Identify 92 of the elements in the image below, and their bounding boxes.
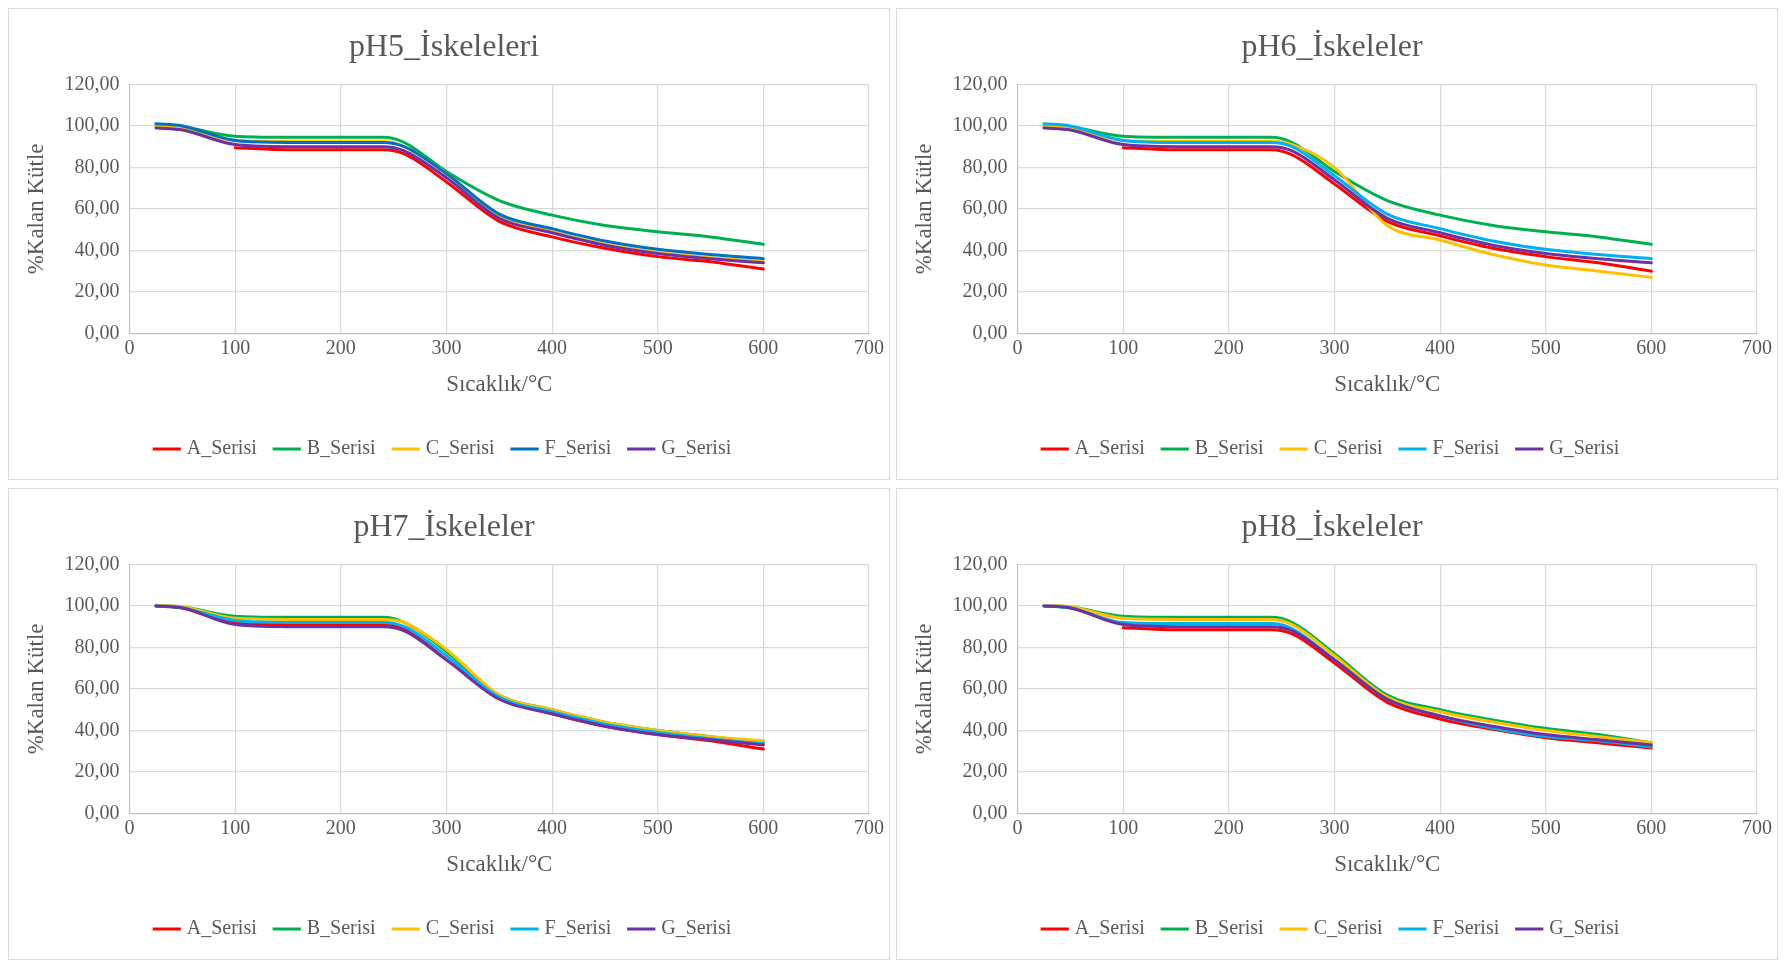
x-tick-label: 600 (1636, 815, 1667, 838)
x-axis-title: Sıcaklık/°C (446, 371, 553, 397)
x-tick-label: 500 (1530, 335, 1561, 358)
legend-label: F_Serisi (544, 916, 612, 939)
x-tick-label: 300 (431, 815, 462, 838)
y-tick-label: 20,00 (74, 759, 120, 782)
legend-label: G_Serisi (661, 436, 732, 459)
y-tick-label: 120,00 (952, 551, 1008, 574)
x-tick-label: 200 (325, 335, 356, 358)
x-tick-label: 200 (325, 815, 356, 838)
x-tick-label: 500 (642, 335, 673, 358)
x-tick-label: 700 (1742, 335, 1772, 358)
x-tick-label: 700 (1742, 815, 1772, 838)
chart-title: pH8_İskeleler (1241, 506, 1423, 543)
y-tick-label: 120,00 (64, 551, 120, 574)
y-tick-label: 80,00 (74, 154, 120, 177)
legend-label: C_Serisi (425, 916, 495, 939)
y-tick-label: 0,00 (84, 800, 120, 823)
y-tick-label: 0,00 (972, 800, 1008, 823)
y-tick-label: 100,00 (64, 113, 120, 136)
legend-label: F_Serisi (1432, 436, 1500, 459)
legend-label: G_Serisi (1549, 436, 1620, 459)
x-axis-title: Sıcaklık/°C (446, 851, 553, 877)
y-tick-label: 40,00 (74, 717, 120, 740)
legend-label: B_Serisi (306, 436, 377, 459)
legend-label: A_Serisi (186, 436, 258, 459)
y-tick-label: 120,00 (952, 71, 1008, 94)
chart-title: pH6_İskeleler (1241, 26, 1423, 63)
y-tick-label: 20,00 (74, 279, 120, 302)
y-tick-label: 80,00 (962, 154, 1008, 177)
legend-label: F_Serisi (544, 436, 612, 459)
x-tick-label: 0 (1012, 815, 1023, 838)
legend-label: C_Serisi (1313, 916, 1383, 939)
y-tick-label: 60,00 (74, 676, 120, 699)
y-tick-label: 120,00 (64, 71, 120, 94)
x-tick-label: 600 (748, 815, 779, 838)
legend-label: C_Serisi (425, 436, 495, 459)
y-tick-label: 60,00 (962, 196, 1008, 219)
y-tick-label: 40,00 (962, 717, 1008, 740)
legend-label: B_Serisi (1194, 436, 1265, 459)
y-tick-label: 0,00 (972, 320, 1008, 343)
chart-title: pH5_İskeleleri (348, 26, 540, 63)
x-tick-label: 400 (1425, 815, 1456, 838)
legend-label: A_Serisi (1074, 916, 1146, 939)
x-tick-label: 200 (1213, 335, 1244, 358)
x-tick-label: 400 (537, 335, 568, 358)
y-tick-label: 60,00 (962, 676, 1008, 699)
x-tick-label: 500 (642, 815, 673, 838)
x-tick-label: 0 (124, 815, 135, 838)
x-tick-label: 300 (1319, 815, 1350, 838)
x-tick-label: 0 (124, 335, 135, 358)
x-tick-label: 100 (1108, 335, 1139, 358)
x-tick-label: 600 (748, 335, 779, 358)
y-tick-label: 100,00 (952, 593, 1008, 616)
legend-label: B_Serisi (306, 916, 377, 939)
y-tick-label: 80,00 (74, 634, 120, 657)
chart-title: pH7_İskeleler (353, 506, 535, 543)
legend-label: G_Serisi (661, 916, 732, 939)
y-tick-label: 0,00 (84, 320, 120, 343)
y-tick-label: 100,00 (952, 113, 1008, 136)
y-tick-label: 80,00 (962, 634, 1008, 657)
x-tick-label: 0 (1012, 335, 1023, 358)
x-tick-label: 400 (1425, 335, 1456, 358)
y-tick-label: 60,00 (74, 196, 120, 219)
y-axis-title: %Kalan Kütle (910, 143, 936, 275)
x-tick-label: 500 (1530, 815, 1561, 838)
x-tick-label: 300 (431, 335, 462, 358)
legend-label: A_Serisi (1074, 436, 1146, 459)
y-tick-label: 40,00 (962, 237, 1008, 260)
x-axis-title: Sıcaklık/°C (1334, 371, 1441, 397)
y-tick-label: 40,00 (74, 237, 120, 260)
y-tick-label: 20,00 (962, 759, 1008, 782)
legend-label: A_Serisi (186, 916, 258, 939)
y-axis-title: %Kalan Kütle (910, 623, 936, 755)
legend-label: G_Serisi (1549, 916, 1620, 939)
y-tick-label: 20,00 (962, 279, 1008, 302)
legend-label: B_Serisi (1194, 916, 1265, 939)
x-tick-label: 300 (1319, 335, 1350, 358)
x-tick-label: 100 (220, 815, 251, 838)
x-tick-label: 400 (537, 815, 568, 838)
y-axis-title: %Kalan Kütle (22, 143, 48, 275)
x-tick-label: 100 (1108, 815, 1139, 838)
x-tick-label: 200 (1213, 815, 1244, 838)
x-tick-label: 100 (220, 335, 251, 358)
x-tick-label: 700 (854, 815, 884, 838)
x-tick-label: 600 (1636, 335, 1667, 358)
x-axis-title: Sıcaklık/°C (1334, 851, 1441, 877)
y-axis-title: %Kalan Kütle (22, 623, 48, 755)
y-tick-label: 100,00 (64, 593, 120, 616)
legend-label: F_Serisi (1432, 916, 1500, 939)
legend-label: C_Serisi (1313, 436, 1383, 459)
x-tick-label: 700 (854, 335, 884, 358)
